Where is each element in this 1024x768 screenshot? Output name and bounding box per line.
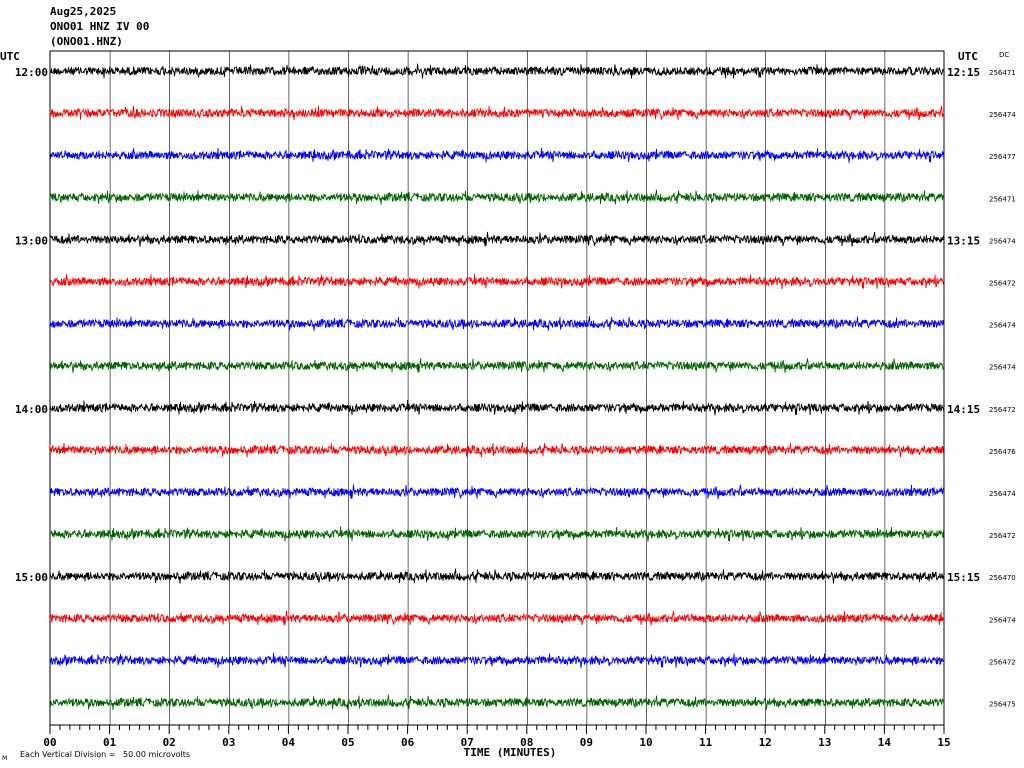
left-time-label: 13:00 — [15, 234, 48, 247]
x-tick-label: 14 — [878, 736, 892, 749]
x-tick-label: 04 — [282, 736, 296, 749]
trace-row-2 — [49, 147, 945, 163]
trace-row-12 — [49, 568, 945, 584]
dc-offset-value: 256472 — [989, 658, 1016, 666]
trace-row-3 — [49, 189, 945, 205]
right-time-label: 15:15 — [947, 571, 980, 584]
x-tick-label: 12 — [759, 736, 772, 749]
seismic-traces — [49, 63, 945, 710]
trace-row-9 — [49, 442, 945, 458]
x-tick-label: 05 — [341, 736, 354, 749]
dc-offset-value: 256474 — [989, 322, 1016, 330]
trace-row-1 — [49, 105, 945, 121]
trace-row-5 — [49, 273, 945, 290]
row-labels: 12:00 12:15 256471 256474 256477 256471 13:00 1… — [15, 66, 1016, 709]
x-axis-title: TIME (MINUTES) — [464, 746, 557, 759]
dc-offset-value: 256474 — [989, 490, 1016, 498]
right-time-label: 14:15 — [947, 403, 980, 416]
x-tick-label: 13 — [818, 736, 831, 749]
header-channel: (ONO01.HNZ) — [50, 35, 123, 48]
left-utc-label: UTC — [0, 50, 20, 63]
dc-offset-value: 256475 — [989, 701, 1016, 709]
x-tick-label: 07 — [461, 736, 474, 749]
dc-offset-value: 256474 — [989, 111, 1016, 119]
trace-row-11 — [49, 526, 945, 542]
trace-row-15 — [49, 694, 945, 710]
dc-offset-value: 256472 — [989, 532, 1016, 540]
trace-row-10 — [49, 484, 945, 500]
x-axis: 00 01 02 03 04 05 06 07 08 09 10 11 12 13 14 15 — [43, 724, 951, 749]
dc-offset-value: 256471 — [989, 195, 1016, 203]
x-tick-label: 03 — [222, 736, 235, 749]
trace-row-7 — [49, 358, 945, 373]
dc-offset-value: 256472 — [989, 280, 1016, 288]
dc-offset-value: 256474 — [989, 364, 1016, 372]
trace-row-8 — [49, 400, 945, 416]
dc-offset-value: 256474 — [989, 237, 1016, 245]
x-tick-label: 00 — [43, 736, 56, 749]
dc-offset-value: 256472 — [989, 406, 1016, 414]
right-time-label: 13:15 — [947, 234, 980, 247]
dc-offset-value: 256476 — [989, 448, 1016, 456]
trace-row-6 — [49, 315, 945, 332]
dc-offset-value: 256470 — [989, 574, 1016, 582]
left-time-label: 15:00 — [15, 571, 48, 584]
dc-offset-value: 256477 — [989, 153, 1016, 161]
trace-row-0 — [49, 63, 945, 79]
right-utc-label: UTC — [958, 50, 978, 63]
dc-offset-value: 256471 — [989, 69, 1016, 77]
x-tick-label: 02 — [163, 736, 176, 749]
x-tick-label: 06 — [401, 736, 415, 749]
left-time-label: 14:00 — [15, 403, 48, 416]
corner-mark: M — [2, 755, 7, 762]
x-tick-label: 09 — [580, 736, 593, 749]
x-tick-label: 01 — [103, 736, 117, 749]
x-tick-label: 11 — [699, 736, 713, 749]
header-station: ONO01 HNZ IV 00 — [50, 20, 150, 33]
x-tick-label: 08 — [520, 736, 533, 749]
trace-row-14 — [49, 652, 945, 668]
dc-offset-value: 256474 — [989, 616, 1016, 624]
minute-gridlines — [109, 51, 886, 725]
x-tick-label: 10 — [639, 736, 652, 749]
right-time-label: 12:15 — [947, 66, 980, 79]
scale-note: Each Vertical Division = 50.00 microvolt… — [20, 750, 190, 759]
left-time-label: 12:00 — [15, 66, 48, 79]
dc-column-label: DC — [999, 51, 1009, 59]
trace-row-13 — [49, 610, 945, 626]
trace-row-4 — [49, 231, 945, 247]
header-date: Aug25,2025 — [50, 5, 117, 18]
x-tick-label: 15 — [937, 736, 950, 749]
